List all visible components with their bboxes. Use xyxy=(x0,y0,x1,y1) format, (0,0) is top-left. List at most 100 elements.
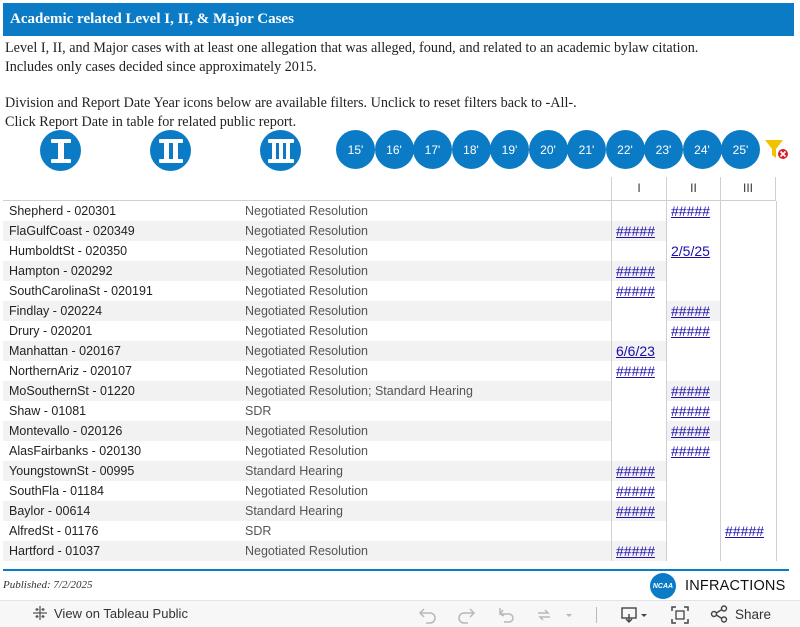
school-name: NorthernAriz - 020107 xyxy=(9,364,132,378)
school-name: Findlay - 020224 xyxy=(9,304,103,318)
resolution-type: Negotiated Resolution xyxy=(245,204,368,218)
footer-divider xyxy=(3,569,789,571)
report-date-link[interactable]: ##### xyxy=(671,403,710,419)
table-row: ##### Hampton - 020292 Negotiated Resoluti… xyxy=(3,261,776,281)
fullscreen-icon[interactable] xyxy=(671,606,689,624)
resolution-type: Standard Hearing xyxy=(245,464,343,478)
description-line-4: Click Report Date in table for related p… xyxy=(5,113,297,130)
year-filter-button[interactable]: 25' xyxy=(721,130,760,169)
school-name: MoSouthernSt - 01220 xyxy=(9,384,135,398)
resolution-type: Negotiated Resolution xyxy=(245,344,368,358)
report-date-link[interactable]: ##### xyxy=(616,283,655,299)
undo-icon[interactable] xyxy=(418,606,438,624)
division-i-filter-button[interactable] xyxy=(40,130,81,171)
school-name: Shepherd - 020301 xyxy=(9,204,117,218)
published-date: Published: 7/2/2025 xyxy=(3,579,93,591)
dashboard-title: Academic related Level I, II, & Major Ca… xyxy=(3,3,794,36)
year-filter-button[interactable]: 22' xyxy=(605,130,645,169)
redo-icon[interactable] xyxy=(456,606,476,624)
resolution-type: Negotiated Resolution xyxy=(245,224,368,238)
table-row: ##### NorthernAriz - 020107 Negotiated Res… xyxy=(3,361,776,381)
school-name: Drury - 020201 xyxy=(9,324,93,338)
table-row: ##### Findlay - 020224 Negotiated Resoluti… xyxy=(3,301,776,321)
view-on-tableau-public-label: View on Tableau Public xyxy=(54,605,188,621)
report-date-link[interactable]: 6/6/23 xyxy=(616,343,655,359)
table-row: ##### Hartford - 01037 Negotiated Resoluti… xyxy=(3,541,776,561)
table-row: ##### Drury - 020201 Negotiated Resolution xyxy=(3,321,776,341)
report-date-link[interactable]: ##### xyxy=(671,443,710,459)
report-date-link[interactable]: ##### xyxy=(616,463,655,479)
division-ii-filter-button[interactable] xyxy=(150,130,191,171)
report-date-link[interactable]: ##### xyxy=(616,263,655,279)
year-filter-button[interactable]: 21' xyxy=(567,130,606,169)
table-row: ##### Shaw - 01081 SDR xyxy=(3,401,776,421)
toolbar-separator xyxy=(596,607,597,623)
infractions-wordmark: INFRACTIONS xyxy=(685,578,786,594)
report-date-link[interactable]: ##### xyxy=(616,223,655,239)
report-date-link[interactable]: ##### xyxy=(616,543,655,559)
school-name: Shaw - 01081 xyxy=(9,404,87,418)
report-date-link[interactable]: ##### xyxy=(725,523,764,539)
report-date-link[interactable]: ##### xyxy=(671,383,710,399)
report-date-link[interactable]: ##### xyxy=(671,203,710,219)
share-icon xyxy=(710,605,728,623)
school-name: Hartford - 01037 xyxy=(9,544,101,558)
year-filter-button[interactable]: 20' xyxy=(528,130,568,169)
table-row: ##### Shepherd - 020301 Negotiated Resolut… xyxy=(3,201,776,221)
filter-bar: 15' 16' 17' 18' 19' 20' 21' 22' 23' 24' 25' xyxy=(0,130,800,172)
school-name: AlfredSt - 01176 xyxy=(9,524,99,538)
ncaa-infractions-logo: NCAA INFRACTIONS xyxy=(650,573,785,599)
column-header-division-i[interactable]: I xyxy=(611,177,666,201)
resolution-type: Negotiated Resolution xyxy=(245,444,368,458)
resolution-type: Standard Hearing xyxy=(245,504,343,518)
year-filter-button[interactable]: 18' xyxy=(451,130,491,169)
school-name: Baylor - 00614 xyxy=(9,504,91,518)
report-date-link[interactable]: ##### xyxy=(671,303,710,319)
report-date-link[interactable]: ##### xyxy=(616,503,655,519)
report-date-link[interactable]: 2/5/25 xyxy=(671,243,710,259)
resolution-type: Negotiated Resolution xyxy=(245,304,368,318)
school-name: Manhattan - 020167 xyxy=(9,344,121,358)
description-line-3: Division and Report Date Year icons belo… xyxy=(5,95,577,111)
roman-numeral-three-icon xyxy=(267,138,294,163)
description-line-2: Includes only cases decided since approx… xyxy=(5,58,317,75)
year-filter-button[interactable]: 19' xyxy=(490,130,529,169)
share-button[interactable]: Share xyxy=(710,605,771,623)
report-date-link[interactable]: ##### xyxy=(671,323,710,339)
table-row: 2/5/25 HumboldtSt - 020350 Negotiated Reso… xyxy=(3,241,776,261)
table-row: ##### SouthFla - 01184 Negotiated Resoluti… xyxy=(3,481,776,501)
tableau-logo-icon xyxy=(33,606,47,620)
school-name: Hampton - 020292 xyxy=(9,264,113,278)
resolution-type: Negotiated Resolution xyxy=(245,484,368,498)
table-row: ##### FlaGulfCoast - 020349 Negotiated Res… xyxy=(3,221,776,241)
year-filter-button[interactable]: 15' xyxy=(336,130,375,169)
report-date-link[interactable]: ##### xyxy=(671,423,710,439)
year-filter-button[interactable]: 24' xyxy=(682,130,722,169)
report-date-link[interactable]: ##### xyxy=(616,483,655,499)
table-row: 6/6/23 Manhattan - 020167 Negotiated Resol… xyxy=(3,341,776,361)
school-name: AlasFairbanks - 020130 xyxy=(9,444,142,458)
column-header-division-iii[interactable]: III xyxy=(720,177,776,201)
division-iii-filter-button[interactable] xyxy=(260,130,301,171)
table-row: ##### AlfredSt - 01176 SDR xyxy=(3,521,776,541)
download-icon[interactable] xyxy=(620,606,652,624)
tableau-toolbar: View on Tableau Public Share xyxy=(0,600,800,627)
year-filter-button[interactable]: 23' xyxy=(644,130,683,169)
column-divider xyxy=(611,201,612,561)
column-header-division-ii[interactable]: II xyxy=(666,177,720,201)
table-row: ##### AlasFairbanks - 020130 Negotiated Re… xyxy=(3,441,776,461)
year-filter-button[interactable]: 17' xyxy=(413,130,452,169)
resolution-type: Negotiated Resolution; Standard Hearing xyxy=(245,384,473,398)
year-filter-button[interactable]: 16' xyxy=(374,130,414,169)
revert-icon[interactable] xyxy=(497,606,517,624)
share-label: Share xyxy=(735,606,772,622)
resolution-type: SDR xyxy=(245,404,272,418)
clear-filter-button[interactable] xyxy=(764,138,790,162)
table-row: ##### SouthCarolinaSt - 020191 Negotiated … xyxy=(3,281,776,301)
view-on-tableau-public-button[interactable]: View on Tableau Public xyxy=(32,605,188,621)
resolution-type: Negotiated Resolution xyxy=(245,244,368,258)
report-date-link[interactable]: ##### xyxy=(616,363,655,379)
refresh-icon[interactable] xyxy=(534,606,574,624)
table-row: ##### Baylor - 00614 Standard Hearing xyxy=(3,501,776,521)
school-name: YoungstownSt - 00995 xyxy=(9,464,135,478)
